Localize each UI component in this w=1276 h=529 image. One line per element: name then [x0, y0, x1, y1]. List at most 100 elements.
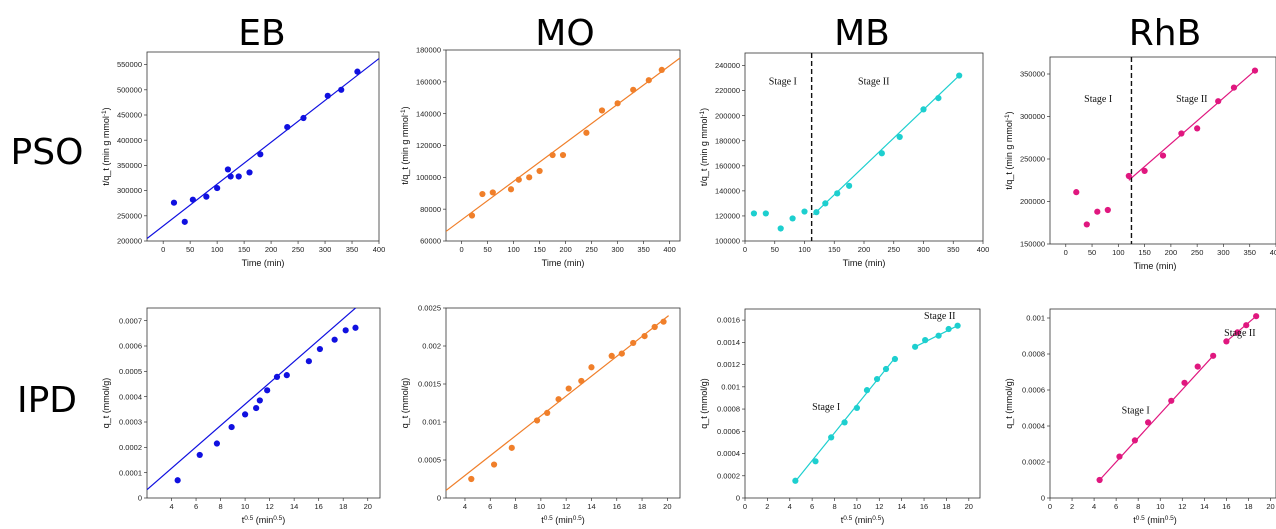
chart-panel-pso-mo: 0 50 100 150 200 250 300 350 400 60000 80000 100000… [400, 46, 681, 268]
fit-line [1099, 355, 1214, 481]
data-point [608, 352, 615, 359]
y-tick-label: 0.001 [422, 418, 441, 427]
data-point [1194, 363, 1201, 370]
data-point [544, 409, 551, 416]
plot-area [1096, 313, 1260, 484]
x-tick-label: 200 [858, 245, 871, 254]
x-tick-label: 0 [1064, 248, 1068, 257]
x-tick-label: 8 [832, 502, 836, 511]
data-point [1083, 221, 1090, 228]
data-point [578, 377, 585, 385]
y-axis-label: t/q_t (min g mmol-1) [101, 107, 112, 185]
stage-label: Stage I [1084, 94, 1112, 105]
x-tick-label: 18 [942, 502, 950, 511]
y-tick-label: 0.0015 [418, 380, 441, 389]
y-tick-label: 300000 [1020, 112, 1045, 121]
x-tick-label: 16 [920, 502, 928, 511]
data-point [283, 372, 290, 379]
data-point [1096, 476, 1103, 484]
data-point [645, 77, 652, 84]
data-point [1210, 352, 1217, 359]
data-point [1131, 437, 1138, 444]
x-tick-label: 12 [265, 502, 273, 511]
x-tick-label: 0 [1048, 502, 1052, 511]
data-point [789, 215, 796, 222]
data-point [235, 173, 242, 180]
y-tick-label: 0.0002 [1022, 458, 1045, 467]
data-point [641, 333, 648, 340]
y-tick-label: 0 [138, 494, 142, 503]
data-point [224, 166, 232, 173]
y-tick-label: 0.0004 [1022, 422, 1045, 431]
y-tick-label: 0.0008 [1022, 350, 1045, 359]
x-tick-label: 150 [533, 245, 546, 254]
y-tick-label: 250000 [117, 211, 142, 220]
x-axis-label: Time (min) [843, 258, 886, 268]
x-tick-label: 50 [771, 245, 779, 254]
data-point [598, 107, 606, 114]
data-point [246, 169, 253, 176]
data-point [555, 396, 562, 403]
y-tick-label: 0.0014 [717, 338, 740, 347]
x-tick-label: 50 [186, 245, 194, 254]
x-tick-label: 150 [238, 245, 251, 254]
x-axis-label: t0.5 (min0.5) [541, 515, 585, 526]
data-point [1251, 67, 1259, 74]
y-tick-label: 0.0004 [119, 392, 142, 401]
x-tick-label: 300 [611, 245, 624, 254]
stage-label: Stage I [812, 402, 840, 413]
data-point [256, 397, 263, 404]
y-axis-label: q_t (mmol/g) [400, 378, 410, 429]
data-point [170, 199, 178, 206]
data-point [777, 225, 784, 232]
y-tick-label: 0 [1041, 494, 1045, 503]
plot-area [446, 57, 680, 232]
data-point [1234, 329, 1241, 336]
x-tick-label: 20 [663, 502, 671, 511]
data-point [792, 477, 799, 484]
x-tick-label: 100 [1112, 248, 1125, 257]
x-tick-label: 0 [460, 245, 464, 254]
data-point [834, 190, 841, 197]
x-tick-label: 10 [853, 502, 861, 511]
data-point [956, 72, 963, 79]
y-tick-label: 100000 [715, 237, 740, 246]
data-point [873, 375, 881, 383]
data-point [1253, 313, 1260, 320]
data-point [630, 86, 637, 93]
y-tick-label: 500000 [117, 85, 142, 94]
x-tick-label: 350 [1243, 248, 1256, 257]
y-tick-label: 100000 [416, 173, 441, 182]
plot-frame [1049, 308, 1276, 499]
data-point [508, 444, 515, 451]
y-axis-label: q_t (mmol/g) [699, 378, 709, 429]
data-point [253, 404, 260, 412]
column-title-eb: EB [238, 13, 285, 54]
chart-panels: 0 50 100 150 200 250 300 350 4002000002500003000… [101, 46, 1276, 525]
y-tick-label: 0.0006 [119, 342, 142, 351]
data-point [945, 325, 952, 333]
y-tick-label: 60000 [420, 237, 441, 246]
plot-frame [146, 307, 381, 499]
y-tick-label: 0 [736, 494, 740, 503]
x-tick-label: 100 [211, 245, 224, 254]
data-point [196, 451, 203, 459]
data-point [954, 322, 961, 329]
data-point [536, 167, 543, 175]
data-point [1215, 98, 1222, 105]
data-point [228, 423, 235, 431]
x-tick-label: 250 [585, 245, 598, 254]
data-point [468, 212, 476, 219]
data-point [1073, 189, 1080, 196]
x-tick-label: 6 [1114, 502, 1118, 511]
x-tick-label: 6 [194, 502, 198, 511]
chart-panel-pso-mb: 0 50 100 150 200 250 300 350 400 100000 120000 1400… [699, 52, 989, 268]
y-tick-label: 0.0012 [717, 360, 740, 369]
x-tick-label: 10 [537, 502, 545, 511]
y-tick-label: 550000 [117, 60, 142, 69]
x-tick-label: 400 [1270, 248, 1276, 257]
data-point [489, 189, 496, 196]
x-tick-label: 4 [169, 502, 173, 511]
y-tick-label: 0.0005 [119, 367, 142, 376]
y-tick-label: 350000 [117, 161, 142, 170]
